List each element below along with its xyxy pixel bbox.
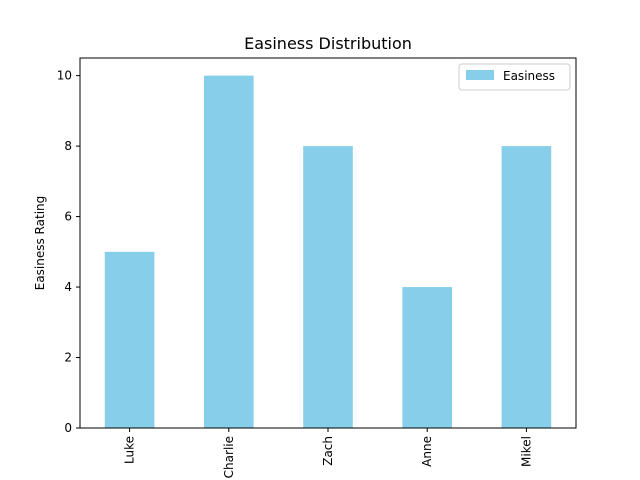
y-tick-label-8: 8 bbox=[64, 139, 72, 153]
x-tick-label-charlie: Charlie bbox=[222, 436, 236, 478]
x-tick-label-anne: Anne bbox=[420, 436, 434, 467]
x-ticks-group: Luke Charlie Zach Anne Mikel bbox=[123, 428, 533, 478]
y-tick-label-2: 2 bbox=[64, 351, 72, 365]
legend: Easiness bbox=[458, 63, 571, 91]
bar-mikel bbox=[501, 146, 552, 428]
plot-frame bbox=[79, 57, 577, 429]
y-axis-label: Easiness Rating bbox=[33, 196, 47, 291]
bar-anne bbox=[402, 287, 452, 428]
y-tick-label-6: 6 bbox=[64, 210, 72, 224]
legend-label-easiness: Easiness bbox=[503, 69, 555, 83]
y-tick-label-10: 10 bbox=[57, 69, 72, 83]
y-tick-label-4: 4 bbox=[64, 280, 72, 294]
y-tick-label-0: 0 bbox=[64, 421, 72, 435]
chart-title: Easiness Distribution bbox=[244, 34, 412, 53]
legend-swatch bbox=[466, 70, 494, 80]
bar-charlie bbox=[204, 75, 254, 428]
bars-group bbox=[104, 75, 552, 428]
x-tick-label-mikel: Mikel bbox=[519, 436, 533, 467]
x-tick-label-zach: Zach bbox=[321, 436, 335, 466]
y-ticks-group: 0 2 4 6 8 10 bbox=[57, 69, 80, 435]
bar-zach bbox=[303, 146, 353, 428]
bar-luke bbox=[104, 251, 155, 428]
x-tick-label-luke: Luke bbox=[123, 436, 137, 464]
